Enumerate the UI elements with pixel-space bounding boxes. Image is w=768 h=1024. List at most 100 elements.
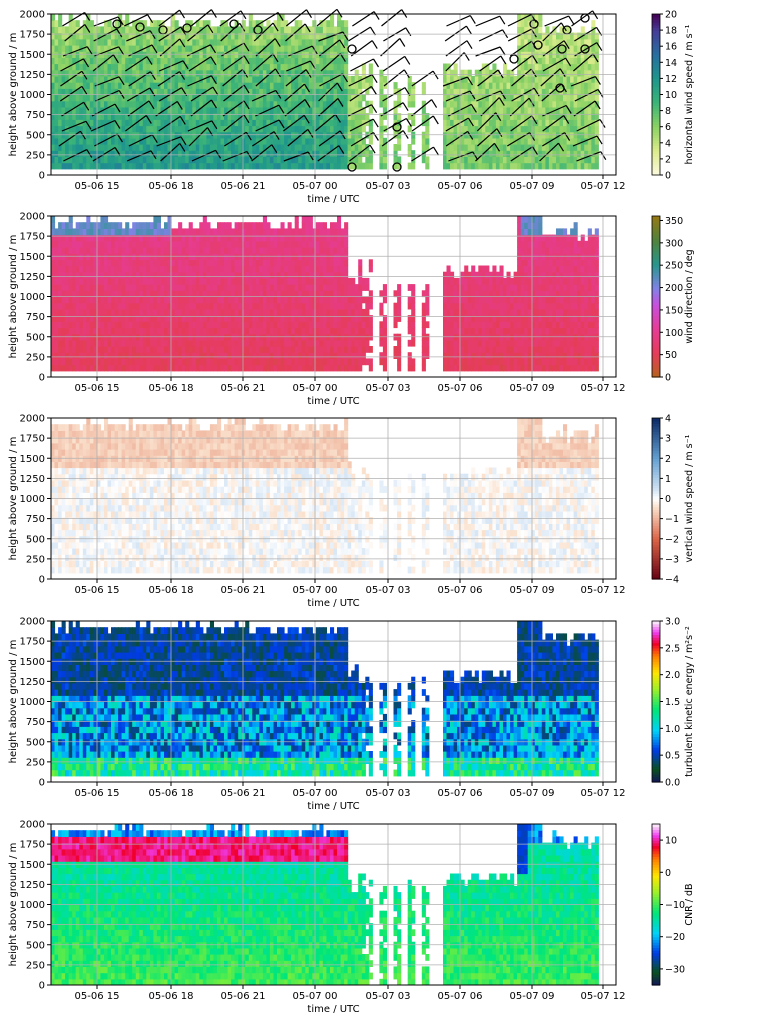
heatmap-cell: [89, 271, 94, 279]
heatmap-cell: [167, 352, 172, 359]
heatmap-cell: [82, 296, 87, 304]
heatmap-cell: [584, 32, 589, 40]
heatmap-cell: [58, 339, 63, 347]
heatmap-cell: [199, 277, 204, 285]
heatmap-cell: [238, 57, 243, 65]
wind-barb: [283, 151, 309, 162]
heatmap-cell: [495, 106, 500, 114]
heatmap-cell: [527, 88, 532, 96]
heatmap-cell: [206, 234, 211, 242]
heatmap-cell: [298, 94, 303, 102]
heatmap-cell: [315, 94, 320, 102]
heatmap-cell: [393, 82, 398, 89]
heatmap-cell: [330, 144, 335, 151]
heatmap-cell: [524, 75, 529, 83]
heatmap-cell: [139, 327, 144, 335]
heatmap-cell: [111, 125, 116, 133]
heatmap-cell: [174, 296, 179, 304]
heatmap-cell: [96, 32, 101, 40]
heatmap-cell: [104, 45, 109, 52]
heatmap-cell: [178, 284, 183, 291]
heatmap-cell: [227, 45, 232, 52]
heatmap-cell: [51, 20, 56, 27]
wind-barb-flag: [118, 76, 125, 86]
heatmap-cell: [96, 247, 101, 254]
heatmap-cell: [167, 284, 172, 291]
heatmap-cell: [202, 302, 207, 310]
heatmap-cell: [340, 38, 345, 46]
heatmap-cell: [199, 284, 204, 291]
heatmap-cell: [51, 358, 56, 366]
heatmap-cell: [153, 63, 158, 71]
heatmap-cell: [354, 82, 359, 89]
wind-barb: [126, 150, 152, 162]
heatmap-cell: [234, 94, 239, 102]
heatmap-cell: [559, 150, 564, 157]
heatmap-cell: [224, 284, 229, 291]
heatmap-cell: [563, 63, 568, 71]
heatmap-cell: [93, 137, 98, 145]
heatmap-cell: [89, 82, 94, 89]
heatmap-cell: [149, 240, 154, 248]
heatmap-cell: [142, 339, 147, 347]
heatmap-cell: [142, 63, 147, 71]
heatmap-cell: [231, 144, 236, 151]
heatmap-cell: [156, 308, 161, 316]
heatmap-cell: [82, 315, 87, 322]
heatmap-cell: [224, 358, 229, 366]
heatmap-cell: [121, 315, 126, 322]
heatmap-cell: [344, 32, 349, 40]
heatmap-cell: [89, 358, 94, 366]
heatmap-cell: [199, 296, 204, 304]
wind-barb-flag: [246, 151, 253, 160]
heatmap-cell: [241, 240, 246, 248]
colorbar-segment: [652, 148, 660, 152]
heatmap-cell: [174, 156, 179, 164]
heatmap-cell: [298, 20, 303, 27]
heatmap-cell: [577, 82, 582, 89]
wind-barb: [350, 58, 374, 72]
heatmap-cell: [541, 156, 546, 164]
heatmap-cell: [517, 125, 522, 133]
heatmap-cell: [248, 26, 253, 34]
heatmap-cell: [72, 45, 77, 52]
heatmap-cell: [188, 290, 193, 298]
heatmap-cell: [75, 94, 80, 102]
wind-barb: [573, 100, 596, 117]
heatmap-cell: [266, 45, 271, 52]
heatmap-cell: [132, 352, 137, 359]
heatmap-cell: [213, 113, 218, 120]
heatmap-cell: [213, 228, 218, 236]
wind-barb: [445, 90, 471, 102]
heatmap-cell: [202, 259, 207, 267]
heatmap-cell: [255, 26, 260, 34]
heatmap-cell: [61, 315, 66, 322]
heatmap-cell: [171, 125, 176, 133]
heatmap-cell: [312, 156, 317, 164]
heatmap-cell: [227, 240, 232, 248]
heatmap-cell: [570, 156, 575, 164]
heatmap-cell: [478, 125, 483, 133]
heatmap-cell: [224, 57, 229, 65]
heatmap-cell: [280, 100, 285, 108]
heatmap-cell: [340, 94, 345, 102]
heatmap-cell: [114, 125, 119, 133]
heatmap-cell: [142, 308, 147, 316]
heatmap-cell: [559, 156, 564, 164]
heatmap-cell: [453, 156, 458, 164]
heatmap-cell: [79, 144, 84, 151]
heatmap-cell: [125, 259, 130, 267]
heatmap-cell: [269, 137, 274, 145]
heatmap-cell: [224, 259, 229, 267]
heatmap-cell: [195, 57, 200, 65]
heatmap-cell: [178, 26, 183, 34]
heatmap-cell: [248, 265, 253, 273]
heatmap-cell: [135, 156, 140, 164]
heatmap-cell: [174, 308, 179, 316]
heatmap-cell: [114, 302, 119, 310]
heatmap-cell: [471, 88, 476, 96]
heatmap-cell: [132, 296, 137, 304]
heatmap-cell: [202, 346, 207, 353]
heatmap-cell: [139, 125, 144, 133]
heatmap-cell: [326, 69, 331, 77]
